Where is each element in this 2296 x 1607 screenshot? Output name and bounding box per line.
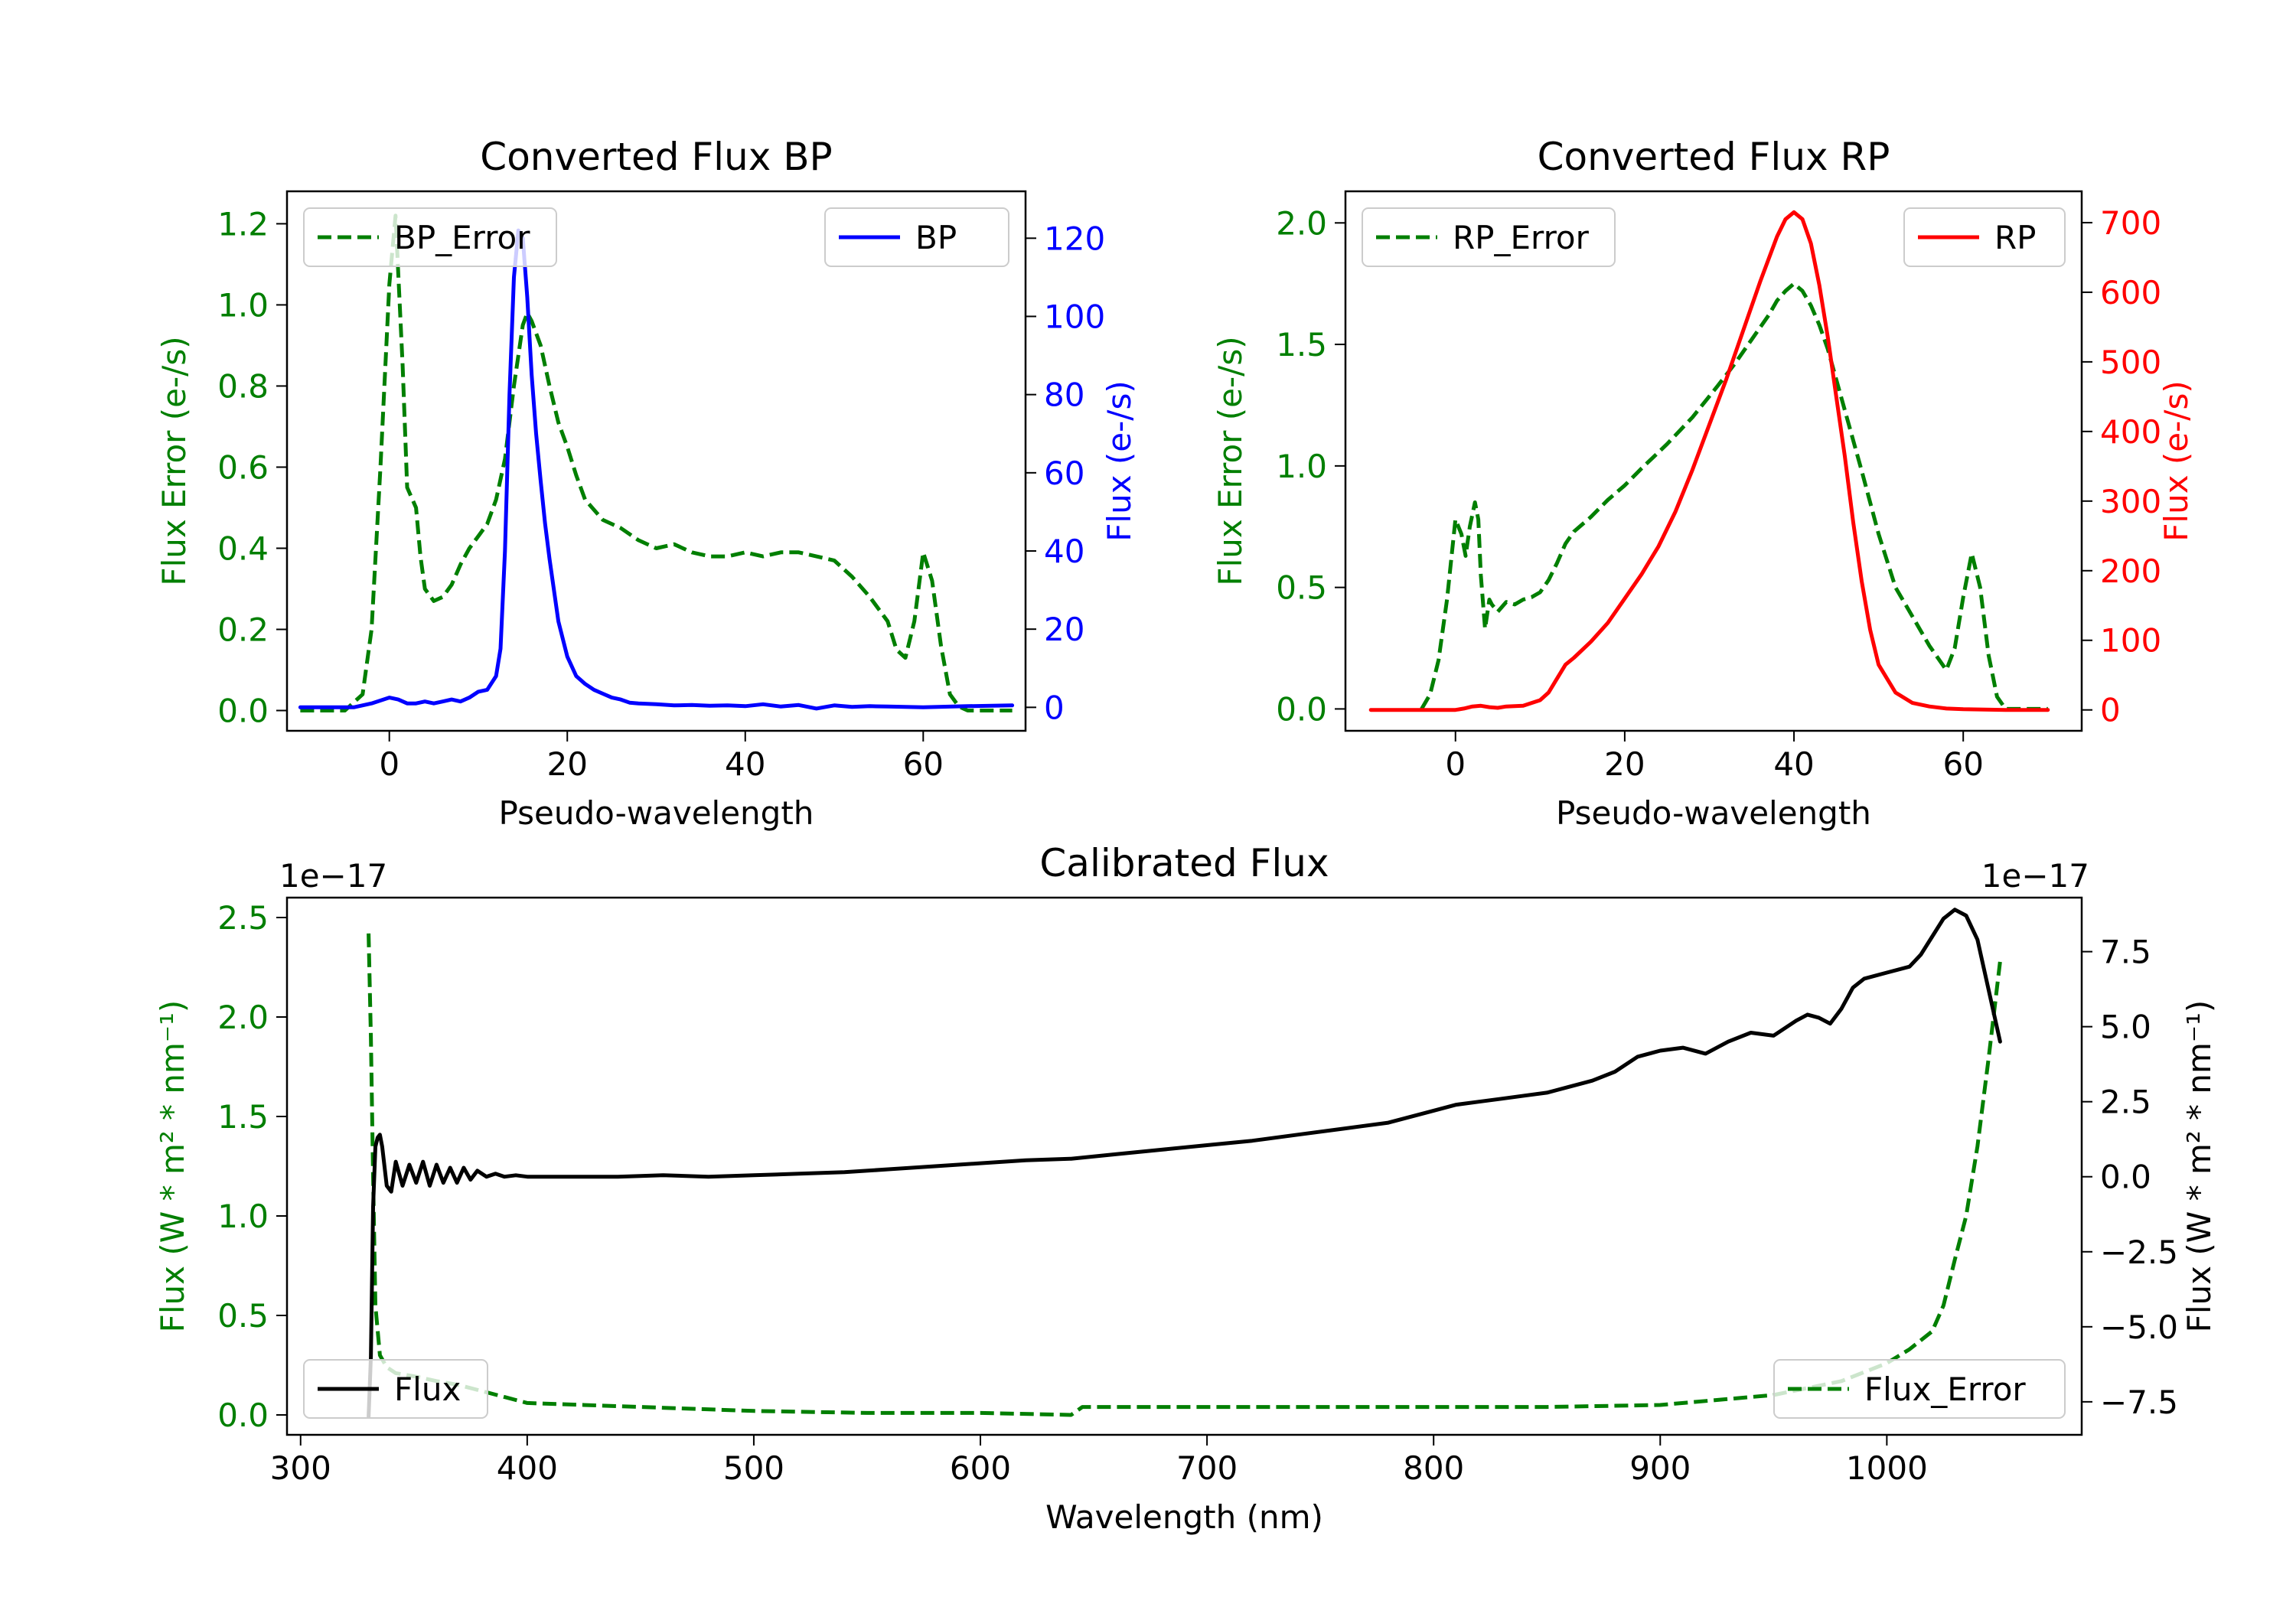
- rp-right-y-tick-label: 500: [2100, 344, 2161, 381]
- bp-legend-right-label: BP: [915, 219, 957, 256]
- rp-legend-left-label: RP_Error: [1453, 219, 1590, 256]
- rp-plot-frame: [1344, 190, 2083, 732]
- calibrated-left-y-tick-label: 1.5: [217, 1098, 269, 1136]
- bp-right-y-tick-label: 0: [1044, 689, 1065, 726]
- rp-legend-right-label: RP: [1994, 219, 2037, 256]
- bp-chart-panel: Converted Flux BP 0 20 40 60 Pseudo-wavelengt…: [155, 135, 1138, 832]
- calibrated-left-y-tick-label: 2.5: [217, 899, 269, 937]
- calibrated-right-y-tick-label: −5.0: [2100, 1309, 2178, 1346]
- bp-legend-left-label: BP_Error: [394, 219, 530, 256]
- rp-left-y-tick-label: 0.0: [1276, 690, 1327, 728]
- rp-x-tick-label: 40: [1773, 745, 1814, 783]
- calibrated-right-offset-text: 1e−17: [1981, 857, 2089, 895]
- rp-left-y-tick-label: 1.5: [1276, 326, 1327, 363]
- calibrated-legend-left-box: [303, 1359, 488, 1419]
- calibrated-left-y-tick-label: 0.0: [217, 1397, 269, 1434]
- rp-chart-panel: Converted Flux RP 0 20 40 60 Pseudo-wavelengt…: [1212, 135, 2195, 832]
- bp-x-tick-label: 0: [379, 745, 400, 783]
- calibrated-legend-left-label: Flux: [394, 1371, 461, 1408]
- rp-right-y-tick-label: 100: [2100, 622, 2161, 660]
- rp-legend-left-box: [1362, 207, 1616, 267]
- rp-x-tick-label: 20: [1604, 745, 1645, 783]
- calibrated-x-tick-label: 300: [270, 1449, 331, 1487]
- rp-x-tick-label: 60: [1942, 745, 1983, 783]
- rp-chart-title: Converted Flux RP: [1538, 135, 1890, 179]
- rp-left-y-axis-label: Flux Error (e-/s): [1212, 336, 1249, 585]
- bp-left-y-tick-label: 0.4: [217, 530, 269, 567]
- bp-series-bp-error: [300, 214, 1013, 712]
- rp-x-tick-label: 0: [1445, 745, 1466, 783]
- bp-x-tick-label: 40: [725, 745, 765, 783]
- calibrated-right-y-tick-label: 0.0: [2100, 1159, 2151, 1196]
- bp-right-y-tick-label: 40: [1044, 533, 1084, 570]
- bp-right-y-tick-label: 120: [1044, 220, 1105, 257]
- rp-right-y-tick-label: 0: [2100, 692, 2121, 729]
- bp-right-y-tick-label: 60: [1044, 455, 1084, 492]
- bp-chart-title: Converted Flux BP: [480, 135, 832, 179]
- rp-left-y-tick-label: 2.0: [1276, 204, 1327, 242]
- rp-right-y-tick-label: 400: [2100, 413, 2161, 451]
- rp-legend-right-box: [1903, 207, 2066, 267]
- calibrated-right-y-axis-label: Flux (W * m² * nm⁻¹): [2180, 1000, 2218, 1333]
- rp-right-y-tick-label: 300: [2100, 483, 2161, 520]
- calibrated-plot-frame: [285, 896, 2083, 1436]
- calibrated-legend-right-box: [1773, 1359, 2066, 1419]
- rp-series-rp: [1368, 210, 2050, 712]
- calibrated-x-tick-label: 900: [1629, 1449, 1691, 1487]
- calibrated-left-y-tick-label: 1.0: [217, 1198, 269, 1235]
- rp-right-y-axis-label: Flux (e-/s): [2157, 380, 2195, 541]
- bp-x-axis-label: Pseudo-wavelength: [499, 794, 814, 832]
- bp-left-y-tick-label: 0.6: [217, 448, 269, 486]
- calibrated-x-tick-label: 1000: [1846, 1449, 1928, 1487]
- bp-right-y-tick-label: 100: [1044, 298, 1105, 335]
- calibrated-x-tick-label: 700: [1176, 1449, 1238, 1487]
- rp-series-rp-error: [1420, 282, 2048, 711]
- bp-legend-left-box: [303, 207, 557, 267]
- bp-left-y-axis-label: Flux Error (e-/s): [155, 336, 193, 585]
- calibrated-x-tick-label: 800: [1403, 1449, 1464, 1487]
- rp-left-y-tick-label: 1.0: [1276, 448, 1327, 485]
- calibrated-x-tick-label: 400: [497, 1449, 558, 1487]
- bp-x-tick-label: 20: [547, 745, 588, 783]
- calibrated-right-y-tick-label: 2.5: [2100, 1084, 2151, 1121]
- bp-legend-right-box: [824, 207, 1009, 267]
- calibrated-x-axis-label: Wavelength (nm): [1045, 1498, 1323, 1536]
- bp-left-y-tick-label: 0.2: [217, 611, 269, 648]
- calibrated-left-offset-text: 1e−17: [279, 857, 387, 895]
- bp-right-y-axis-label: Flux (e-/s): [1101, 380, 1138, 541]
- bp-plot-frame: [285, 190, 1027, 732]
- calibrated-right-y-tick-label: −7.5: [2100, 1384, 2178, 1421]
- bp-left-y-tick-label: 1.2: [217, 205, 269, 243]
- rp-x-axis-label: Pseudo-wavelength: [1556, 794, 1871, 832]
- rp-left-y-tick-label: 0.5: [1276, 569, 1327, 607]
- bp-x-tick-label: 60: [903, 745, 944, 783]
- calibrated-x-tick-label: 500: [723, 1449, 784, 1487]
- bp-left-y-tick-label: 1.0: [217, 286, 269, 324]
- calibrated-legend-right-label: Flux_Error: [1864, 1371, 2026, 1408]
- rp-right-y-tick-label: 200: [2100, 553, 2161, 590]
- calibrated-chart-panel: Calibrated Flux 300 400 500 600 700 800 900 1000…: [154, 841, 2218, 1536]
- calibrated-left-y-tick-label: 0.5: [217, 1297, 269, 1335]
- bp-left-y-tick-label: 0.8: [217, 367, 269, 405]
- rp-right-y-tick-label: 600: [2100, 274, 2161, 311]
- bp-series-bp: [298, 228, 1015, 711]
- rp-right-y-tick-label: 700: [2100, 204, 2161, 242]
- calibrated-right-y-tick-label: 5.0: [2100, 1009, 2151, 1046]
- calibrated-chart-title: Calibrated Flux: [1039, 841, 1329, 885]
- bp-right-y-tick-label: 20: [1044, 611, 1084, 648]
- calibrated-x-tick-label: 600: [950, 1449, 1011, 1487]
- calibrated-series-flux: [367, 908, 2002, 1419]
- calibrated-right-y-tick-label: 7.5: [2100, 934, 2151, 971]
- bp-right-y-tick-label: 80: [1044, 376, 1084, 414]
- calibrated-left-y-axis-label: Flux (W * m² * nm⁻¹): [154, 1000, 191, 1333]
- bp-left-y-tick-label: 0.0: [217, 692, 269, 729]
- calibrated-right-y-tick-label: −2.5: [2100, 1234, 2178, 1271]
- calibrated-left-y-tick-label: 2.0: [217, 999, 269, 1036]
